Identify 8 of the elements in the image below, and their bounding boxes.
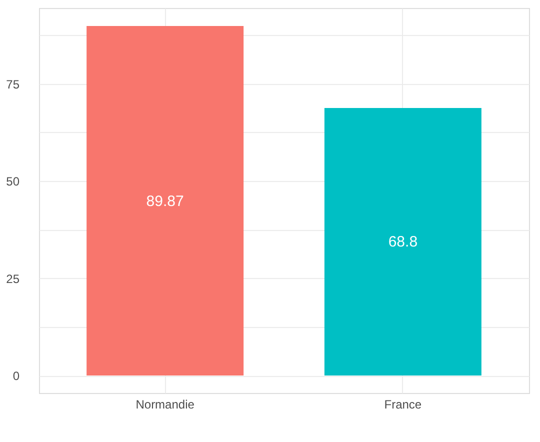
data-label: 89.87 bbox=[146, 192, 184, 210]
x-tick-label: Normandie bbox=[136, 398, 195, 412]
y-tick-label: 75 bbox=[6, 77, 20, 92]
data-label: 68.8 bbox=[388, 234, 418, 251]
y-tick-label: 50 bbox=[6, 174, 20, 189]
y-tick-label: 0 bbox=[12, 369, 20, 383]
y-tick-label: 25 bbox=[6, 272, 20, 286]
x-tick-label: France bbox=[384, 398, 422, 412]
